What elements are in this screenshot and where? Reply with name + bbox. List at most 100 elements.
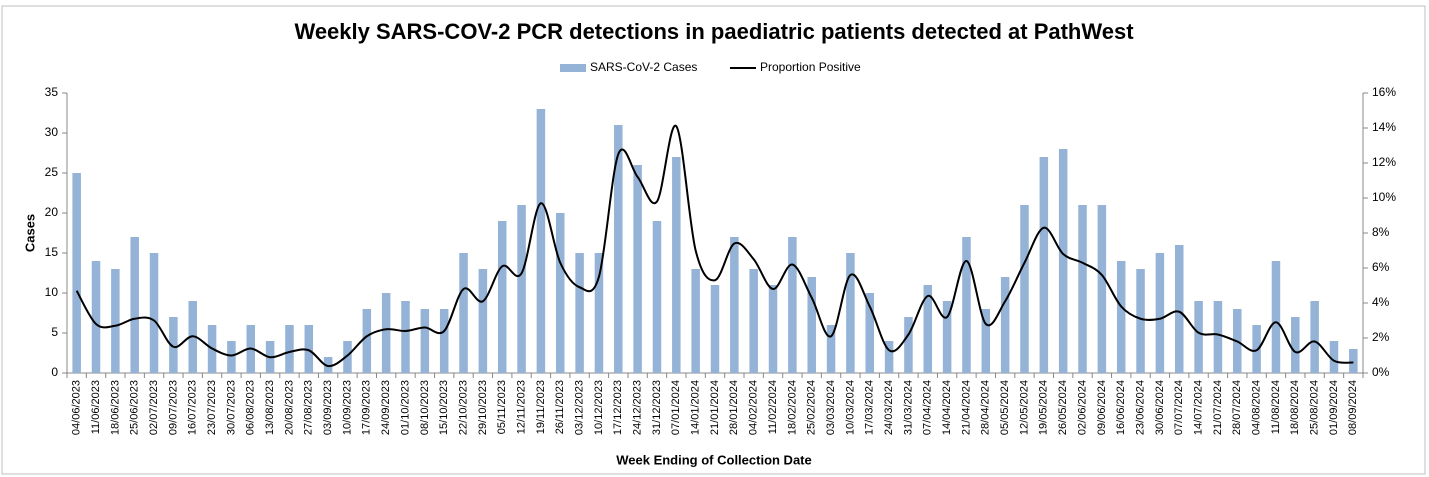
bar [1020, 205, 1029, 373]
x-tick-label: 02/06/2024 [1076, 380, 1088, 435]
bar [1058, 149, 1068, 373]
bar [169, 317, 178, 373]
y-tick-label: 5 [51, 325, 58, 339]
x-tick-label: 28/04/2024 [980, 380, 992, 435]
x-tick-label: 31/03/2024 [902, 380, 914, 435]
bar [1310, 301, 1319, 373]
bar [1097, 205, 1107, 373]
x-tick-label: 10/09/2023 [341, 380, 353, 435]
x-tick-label: 09/07/2023 [167, 380, 179, 435]
bar [1329, 341, 1339, 373]
x-tick-label: 05/11/2023 [496, 380, 508, 434]
bar [91, 261, 101, 373]
bar [285, 325, 294, 373]
bar [594, 253, 604, 373]
legend-label: Proportion Positive [760, 60, 861, 74]
x-tick-label: 09/06/2024 [1096, 380, 1108, 435]
bar [652, 221, 662, 373]
bar [459, 253, 468, 373]
x-tick-label: 07/07/2024 [1173, 380, 1185, 435]
y-tick-label: 25 [45, 165, 59, 179]
x-tick-label: 29/10/2023 [477, 380, 489, 435]
x-axis-title: Week Ending of Collection Date [616, 452, 812, 467]
x-tick-label: 06/08/2023 [245, 380, 257, 435]
bar [884, 341, 894, 373]
x-tick-label: 02/07/2023 [148, 380, 160, 435]
bar [942, 301, 952, 373]
bar [981, 309, 991, 373]
x-tick-label: 26/05/2024 [1057, 380, 1069, 435]
y2-tick-label: 16% [1372, 85, 1396, 99]
x-tick-label: 24/12/2023 [632, 380, 644, 435]
bar [304, 325, 314, 373]
y2-tick-label: 10% [1372, 190, 1396, 204]
x-tick-label: 17/03/2024 [864, 380, 876, 435]
x-tick-label: 01/09/2024 [1328, 380, 1340, 435]
x-tick-label: 21/07/2024 [1212, 380, 1224, 435]
bar [478, 269, 488, 373]
bar [72, 173, 81, 373]
y2-tick-label: 2% [1372, 330, 1390, 344]
x-tick-label: 18/02/2024 [786, 380, 798, 435]
bar [904, 317, 913, 373]
x-tick-label: 04/02/2024 [748, 380, 760, 435]
x-tick-label: 31/12/2023 [651, 380, 663, 435]
bar [149, 253, 159, 373]
x-tick-label: 11/02/2024 [767, 380, 779, 434]
bar [343, 341, 352, 373]
x-tick-label: 04/06/2023 [71, 380, 83, 435]
x-tick-label: 12/05/2024 [1018, 380, 1030, 435]
chart-title: Weekly SARS-COV-2 PCR detections in paed… [294, 19, 1134, 44]
y2-tick-label: 14% [1372, 120, 1396, 134]
bar [768, 285, 778, 373]
bar [730, 237, 739, 373]
bar [865, 293, 875, 373]
x-tick-label: 14/01/2024 [690, 380, 702, 435]
x-tick-label: 20/08/2023 [283, 380, 295, 435]
bar [381, 293, 391, 373]
x-tick-label: 25/06/2023 [129, 380, 141, 435]
bar [614, 125, 623, 373]
bar [1291, 317, 1300, 373]
x-tick-label: 25/02/2024 [806, 380, 818, 435]
bar [439, 309, 449, 373]
bar [749, 269, 758, 373]
x-tick-label: 19/05/2024 [1038, 380, 1050, 435]
x-tick-label: 05/05/2024 [999, 380, 1011, 435]
x-tick-label: 13/08/2023 [264, 380, 276, 435]
x-tick-label: 03/09/2023 [322, 380, 334, 435]
y-tick-label: 10 [45, 285, 59, 299]
x-tick-label: 16/06/2024 [1115, 380, 1127, 435]
bar [672, 157, 681, 373]
bar [826, 325, 836, 373]
bar [846, 253, 855, 373]
x-tick-label: 30/06/2024 [1154, 380, 1166, 435]
y-tick-label: 15 [45, 245, 59, 259]
bar [227, 341, 236, 373]
x-tick-label: 17/12/2023 [612, 380, 624, 435]
x-tick-label: 28/01/2024 [728, 380, 740, 435]
x-tick-label: 14/04/2024 [941, 380, 953, 435]
bar [130, 237, 139, 373]
x-tick-label: 03/12/2023 [574, 380, 586, 435]
y2-tick-label: 0% [1372, 365, 1390, 379]
y2-tick-label: 4% [1372, 295, 1390, 309]
bar [1194, 301, 1203, 373]
legend-label: SARS-CoV-2 Cases [590, 60, 697, 74]
bar [710, 285, 720, 373]
x-tick-label: 18/08/2024 [1289, 380, 1301, 435]
x-tick-label: 23/07/2023 [206, 380, 218, 435]
x-tick-label: 04/08/2024 [1251, 380, 1263, 435]
bar [1078, 205, 1087, 373]
legend-swatch [560, 64, 586, 72]
x-tick-label: 07/01/2024 [670, 380, 682, 435]
x-tick-label: 24/03/2024 [883, 380, 895, 435]
bar [1000, 277, 1010, 373]
line [75, 125, 1354, 368]
x-tick-label: 14/07/2024 [1192, 380, 1204, 435]
x-tick-label: 21/01/2024 [709, 380, 721, 435]
bar [962, 237, 971, 373]
x-tick-label: 12/11/2023 [515, 380, 527, 434]
bar [788, 237, 797, 373]
